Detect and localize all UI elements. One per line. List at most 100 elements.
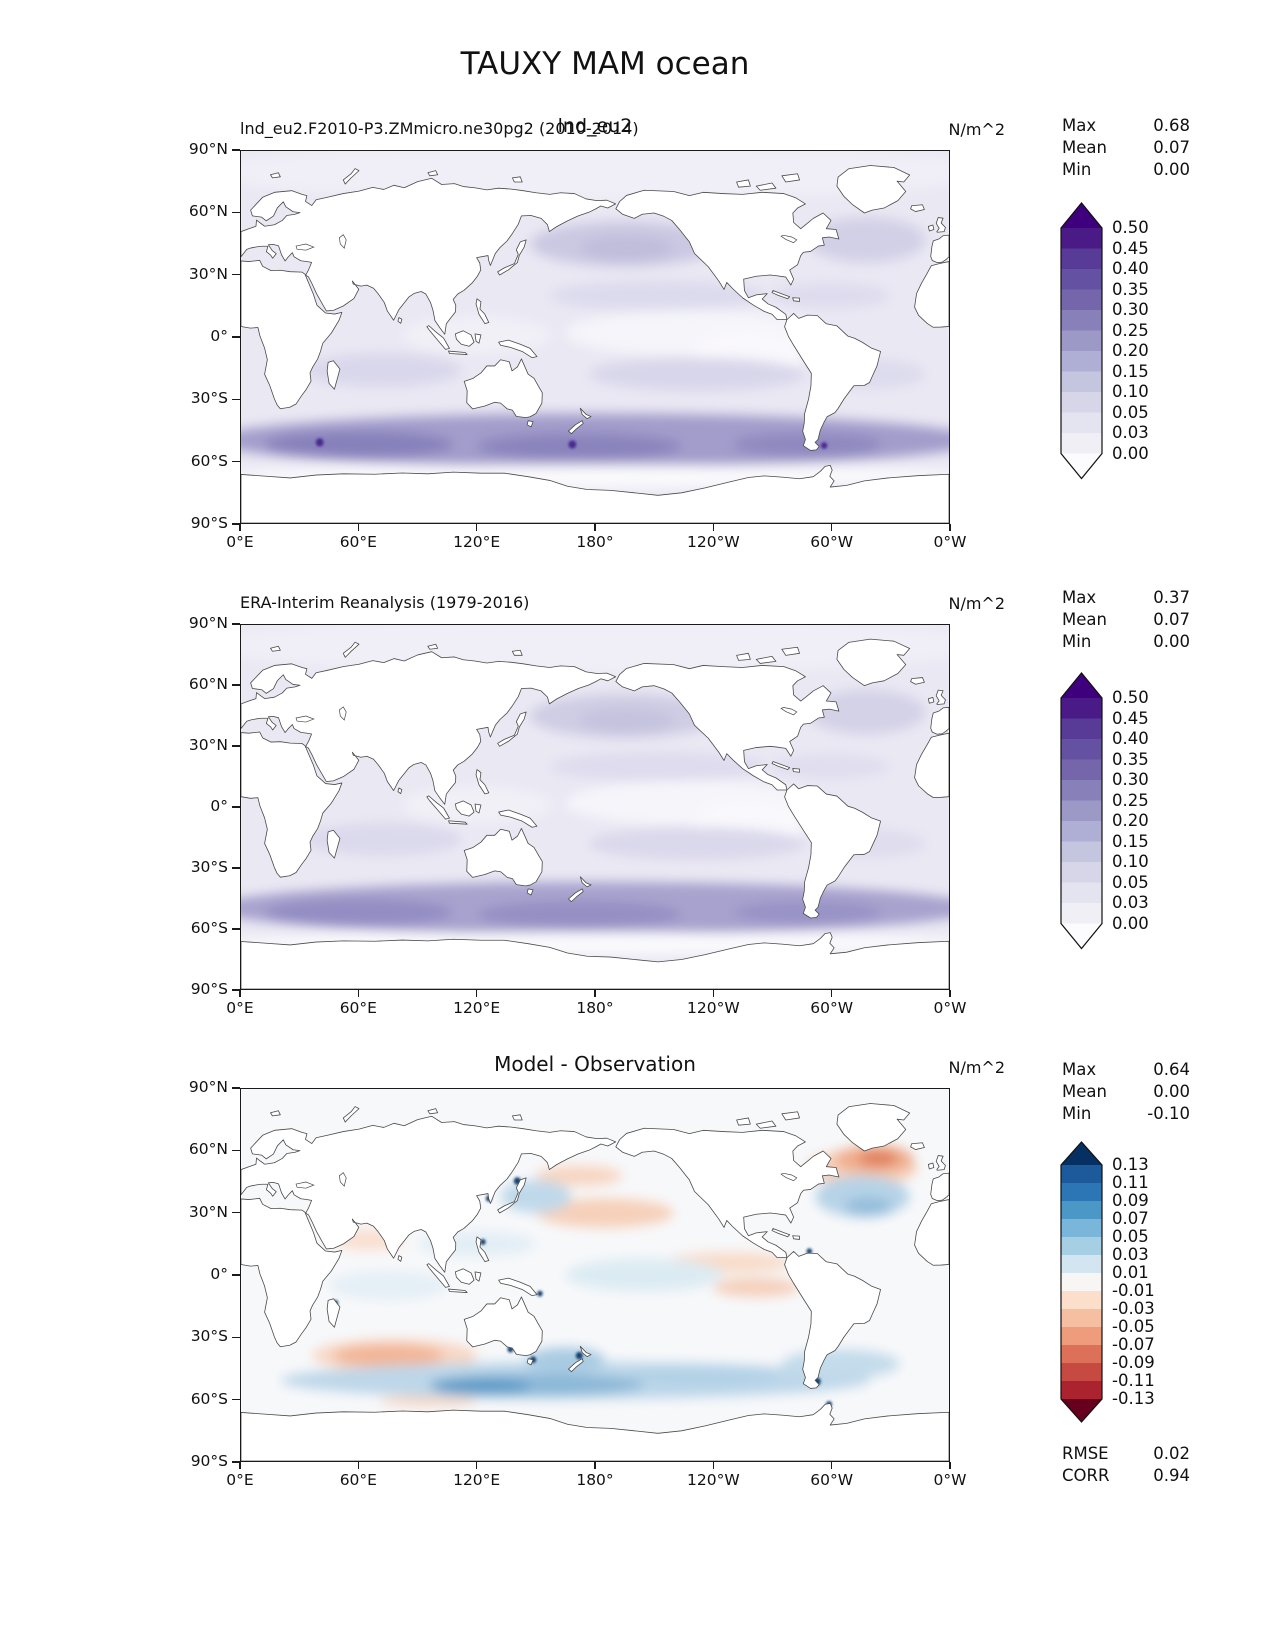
colorbar-tick-label: 0.40: [1112, 729, 1149, 748]
colorbar-tick-label: 0.30: [1112, 300, 1149, 319]
stat-value: 0.68: [1153, 116, 1190, 135]
colorbar-tick-label: 0.20: [1112, 811, 1149, 830]
stat-row: Mean 0.07: [1062, 610, 1190, 632]
y-tick-label: 30°N: [188, 264, 228, 283]
stat-row: Min 0.00: [1062, 160, 1190, 182]
y-tick-label: 30°S: [190, 1327, 228, 1346]
x-tick-mark: [239, 524, 241, 531]
colorbar-tick-label: 0.00: [1112, 913, 1149, 933]
y-tick-mark: [232, 989, 240, 991]
panel3-map-axes: [240, 1088, 950, 1462]
colorbar-segment: [1061, 841, 1102, 863]
colorbar-cap-top: [1061, 203, 1102, 228]
y-tick-mark: [232, 867, 240, 869]
model-wind-stress-field: [241, 151, 949, 488]
y-tick-label: 90°S: [190, 980, 228, 998]
stat-row: Mean 0.07: [1062, 138, 1190, 160]
panel3-stats: Max 0.64 Mean 0.00 Min -0.10: [1062, 1060, 1190, 1126]
colorbar-segment: [1061, 1381, 1102, 1400]
x-tick-label: 60°W: [810, 1471, 854, 1489]
y-tick-label: 30°S: [190, 389, 228, 408]
colorbar-tick-label: 0.05: [1112, 872, 1149, 892]
y-tick-label: 90°S: [190, 1452, 228, 1470]
x-tick-mark: [475, 524, 478, 531]
x-tick-mark: [949, 1462, 951, 1469]
colorbar-segment: [1061, 433, 1102, 454]
colorbar-segment: [1061, 1273, 1102, 1292]
y-tick-label: 90°N: [188, 140, 228, 158]
x-tick-mark: [830, 1462, 833, 1469]
colorbar-cap-bottom: [1061, 923, 1102, 949]
y-tick-label: 60°N: [188, 675, 228, 693]
stat-value: -0.10: [1147, 1104, 1190, 1123]
x-tick-label: 60°W: [810, 999, 854, 1017]
colorbar-cap-top: [1061, 1142, 1102, 1165]
y-tick-label: 30°N: [188, 736, 228, 754]
y-tick-mark: [232, 623, 240, 625]
stat-row: Max 0.37: [1062, 588, 1190, 610]
colorbar-segment: [1061, 228, 1102, 249]
y-tick-label: 60°S: [190, 451, 228, 470]
x-tick-label: 120°W: [686, 533, 740, 551]
panel2-title-left: ERA-Interim Reanalysis (1979-2016): [240, 593, 530, 612]
colorbar-outline: [1060, 202, 1103, 480]
x-tick-label: 0°W: [933, 999, 967, 1017]
stat-label: CORR: [1062, 1466, 1110, 1485]
colorbar-segment: [1061, 821, 1102, 842]
colorbar-segment: [1061, 1345, 1102, 1364]
stat-label: Mean: [1062, 138, 1107, 157]
x-tick-mark: [830, 524, 833, 531]
colorbar-tick-label: -0.11: [1112, 1371, 1155, 1390]
stat-row: Max 0.68: [1062, 116, 1190, 138]
stat-label: Min: [1062, 160, 1092, 179]
colorbar-segment: [1061, 780, 1102, 801]
colorbar-tick-label: 0.13: [1112, 1155, 1149, 1174]
panel3-title-center: Model - Observation: [494, 1052, 696, 1076]
stat-row: Mean 0.00: [1062, 1082, 1190, 1104]
x-tick-mark: [239, 990, 241, 997]
stat-row: Max 0.64: [1062, 1060, 1190, 1082]
colorbar-tick-label: 0.25: [1112, 790, 1149, 810]
panel2-map-axes: [240, 624, 950, 990]
panel1-units: N/m^2: [948, 120, 1005, 139]
colorbar-tick-label: 0.03: [1112, 893, 1149, 912]
y-tick-label: 0°: [210, 797, 228, 815]
x-tick-mark: [357, 990, 360, 997]
stat-row: CORR 0.94: [1062, 1466, 1190, 1488]
y-tick-mark: [232, 1398, 240, 1401]
x-tick-label: 120°E: [453, 1471, 501, 1489]
x-tick-label: 0°E: [226, 1471, 254, 1489]
stat-label: Max: [1062, 116, 1097, 135]
y-tick-label: 60°N: [188, 202, 228, 221]
colorbar: [1060, 672, 1103, 952]
colorbar-tick-label: -0.13: [1112, 1389, 1155, 1408]
y-tick-label: 30°S: [190, 858, 228, 876]
colorbar-cap-top: [1061, 673, 1102, 698]
panel2-world-map: [241, 625, 949, 989]
y-tick-mark: [232, 523, 240, 525]
colorbar-outline: [1060, 672, 1103, 950]
colorbar-tick-label: 0.05: [1112, 1227, 1149, 1246]
stat-label: Max: [1062, 588, 1097, 607]
x-tick-label: 60°W: [810, 533, 854, 551]
colorbar-tick-label: 0.07: [1112, 1209, 1149, 1228]
colorbar-tick-label: 0.50: [1112, 218, 1149, 237]
y-tick-label: 90°N: [188, 614, 228, 632]
y-tick-label: 60°S: [190, 919, 228, 937]
colorbar-cap-bottom: [1061, 453, 1102, 479]
colorbar-segment: [1061, 1201, 1102, 1220]
y-tick-mark: [232, 211, 240, 214]
colorbar-tick-label: 0.30: [1112, 770, 1149, 789]
y-tick-label: 0°: [210, 1265, 228, 1283]
x-tick-mark: [594, 1462, 596, 1469]
colorbar-gradient: [1060, 202, 1103, 480]
x-tick-mark: [594, 524, 596, 531]
x-tick-label: 120°W: [686, 1471, 740, 1489]
colorbar-tick-label: 0.35: [1112, 279, 1149, 299]
colorbar-segment: [1061, 248, 1102, 270]
x-tick-mark: [712, 1462, 715, 1469]
y-tick-mark: [232, 1149, 240, 1152]
colorbar-segment: [1061, 392, 1102, 413]
stat-value: 0.37: [1153, 588, 1190, 607]
colorbar-segment: [1061, 698, 1102, 719]
